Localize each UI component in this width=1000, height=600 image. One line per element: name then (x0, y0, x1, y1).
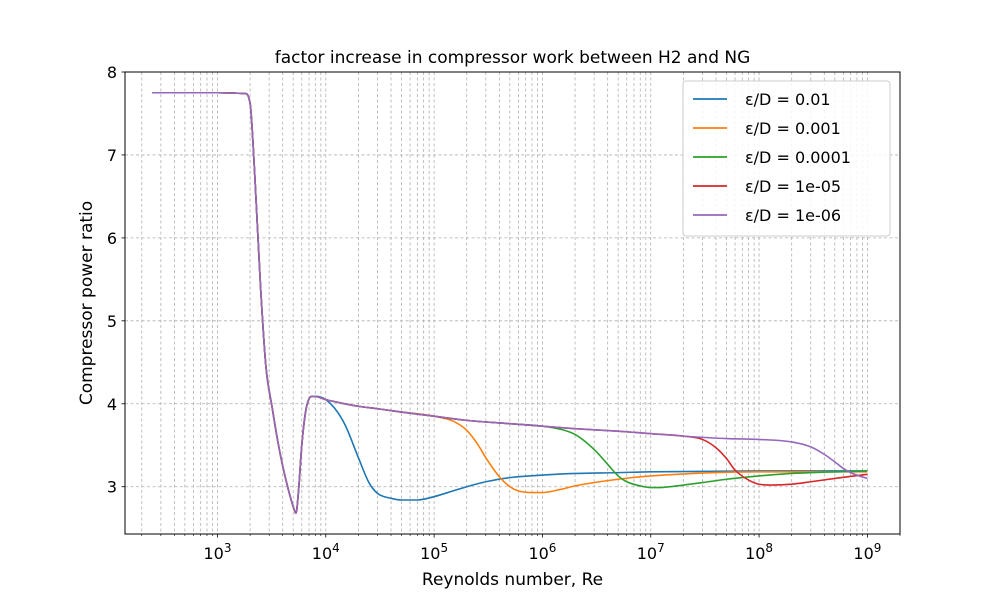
plot-frame (124, 71, 901, 535)
legend: ε/D = 0.01 ε/D = 0.001 ε/D = 0.0001 ε/D = 1… (682, 80, 891, 237)
series-line-5 (152, 91, 868, 515)
x-tick-labels: 103 104 105 106 107 108 109 (203, 541, 881, 563)
x-tick-label: 109 (853, 541, 881, 563)
x-tick-label: 107 (637, 541, 665, 563)
chart-title: factor increase in compressor work betwe… (275, 48, 751, 68)
x-tick-label: 104 (312, 541, 340, 563)
legend-label: ε/D = 0.01 (745, 90, 831, 109)
y-tick-label: 3 (107, 478, 117, 497)
axis-ticks (121, 71, 901, 538)
series-lines (152, 91, 868, 515)
x-tick-label: 106 (528, 541, 556, 563)
legend-label: ε/D = 0.001 (745, 119, 841, 138)
y-tick-label: 8 (107, 63, 117, 82)
x-axis-title: Reynolds number, Re (422, 570, 603, 590)
y-tick-label: 4 (107, 395, 117, 414)
legend-label: ε/D = 1e-06 (745, 206, 841, 225)
y-tick-label: 5 (107, 312, 117, 331)
legend-label: ε/D = 0.0001 (745, 148, 851, 167)
y-tick-labels: 3 4 5 6 7 8 (107, 63, 117, 497)
x-tick-label: 108 (745, 541, 773, 563)
y-tick-label: 6 (107, 229, 117, 248)
y-tick-label: 7 (107, 146, 117, 165)
y-axis-title: Compressor power ratio (77, 201, 97, 405)
x-tick-label: 103 (203, 541, 231, 563)
legend-label: ε/D = 1e-05 (745, 177, 841, 196)
x-tick-label: 105 (420, 541, 448, 563)
legend-box (682, 80, 891, 237)
